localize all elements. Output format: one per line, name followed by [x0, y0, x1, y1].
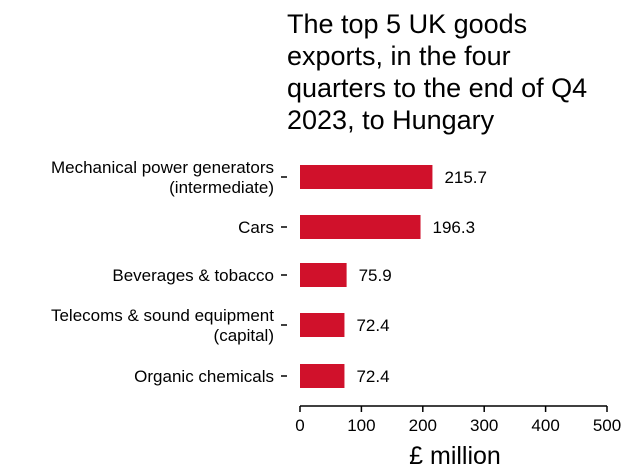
category-label: Cars [238, 218, 274, 237]
category-label: (intermediate) [169, 178, 274, 197]
category-label: Organic chemicals [134, 367, 274, 386]
bar [300, 364, 345, 388]
value-label: 72.4 [356, 367, 389, 386]
x-tick-label: 100 [347, 416, 375, 435]
chart-title: The top 5 UK goods exports, in the four … [287, 9, 588, 135]
category-label: Beverages & tobacco [112, 266, 274, 285]
value-label: 196.3 [433, 218, 476, 237]
x-tick-label: 500 [593, 416, 621, 435]
x-tick-label: 0 [295, 416, 304, 435]
bar [300, 215, 421, 239]
bars: 215.7 196.3 75.9 72.4 72.4 [300, 165, 487, 388]
value-label: 215.7 [444, 168, 487, 187]
value-label: 72.4 [356, 316, 389, 335]
category-label: (capital) [214, 326, 274, 345]
value-label: 75.9 [359, 266, 392, 285]
x-tick-label: 300 [470, 416, 498, 435]
x-axis: 0 100 200 300 400 500 £ million [295, 405, 621, 470]
x-axis-title: £ million [409, 442, 501, 470]
category-label: Telecoms & sound equipment [51, 306, 274, 325]
bar [300, 313, 345, 337]
bar [300, 263, 347, 287]
bar [300, 165, 433, 189]
category-label: Mechanical power generators [51, 158, 274, 177]
x-tick-label: 400 [531, 416, 559, 435]
y-axis: Mechanical power generators(intermediate… [51, 158, 287, 386]
x-tick-label: 200 [409, 416, 437, 435]
